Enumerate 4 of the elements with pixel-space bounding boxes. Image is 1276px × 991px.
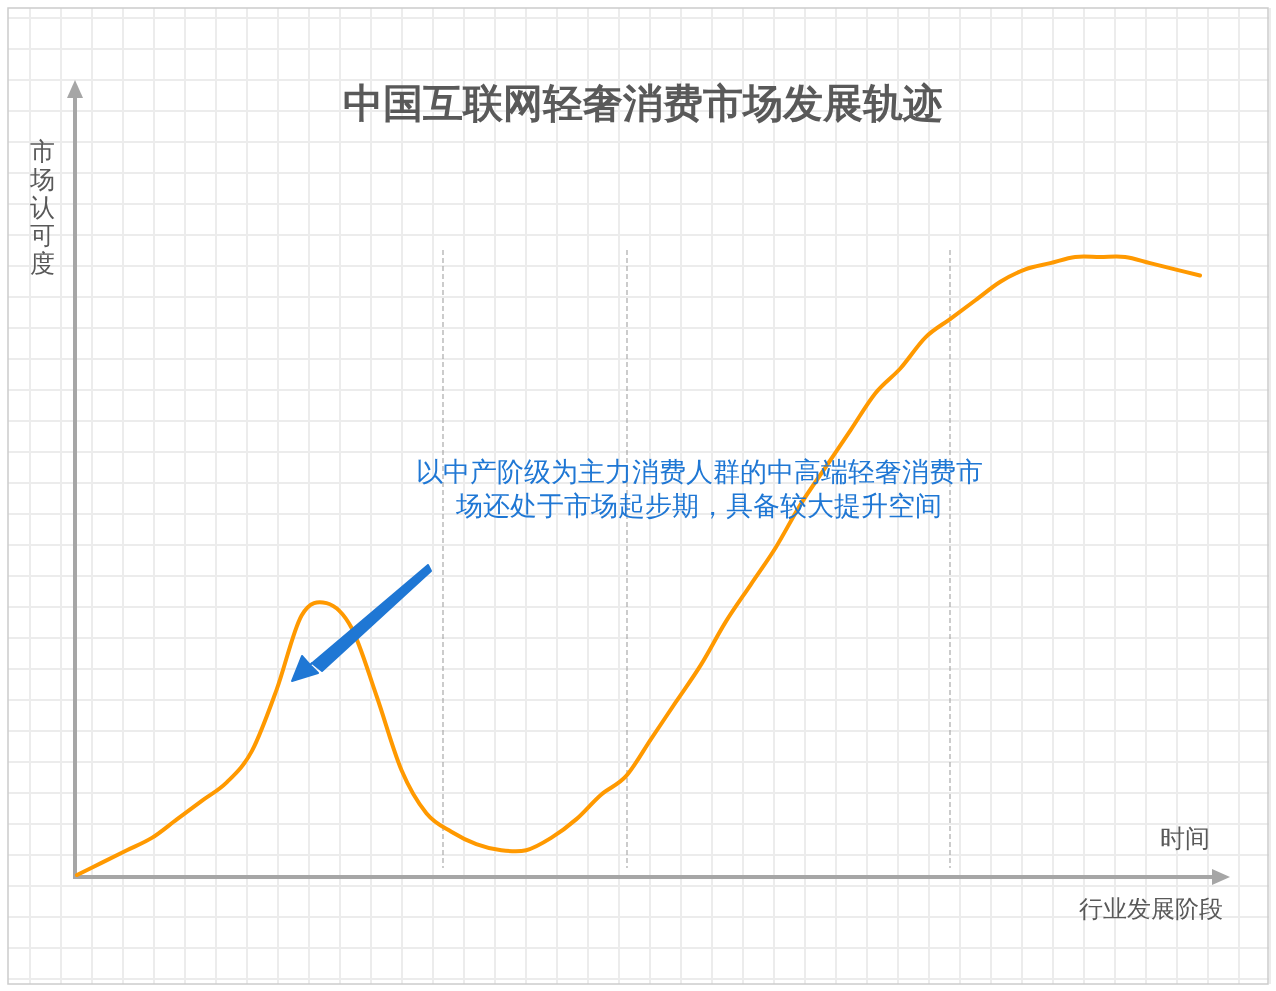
annotation: 时间 — [1159, 823, 1211, 855]
xlabel: 行业发展阶段 — [1078, 894, 1223, 925]
title: 中国互联网轻奢消费市场发展轨迹 — [342, 79, 944, 128]
ylabel: 市场认可度 — [28, 138, 56, 278]
